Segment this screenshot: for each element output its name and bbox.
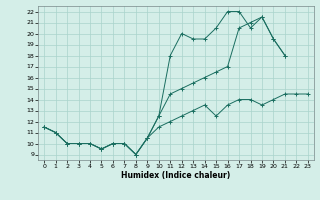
X-axis label: Humidex (Indice chaleur): Humidex (Indice chaleur) — [121, 171, 231, 180]
